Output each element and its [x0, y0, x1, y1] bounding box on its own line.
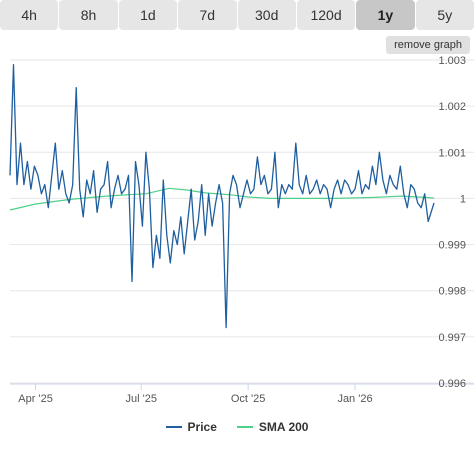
- x-axis-ticks: Apr '25 Jul '25 Oct '25 Jan '26: [18, 384, 373, 405]
- x-tick-label: Jan '26: [337, 393, 372, 405]
- y-tick-label: 1: [460, 193, 466, 205]
- x-tick-label: Apr '25: [18, 393, 53, 405]
- tab-8h[interactable]: 8h: [59, 0, 118, 30]
- y-tick-label: 1.003: [438, 55, 466, 67]
- tab-30d[interactable]: 30d: [237, 0, 296, 30]
- legend-swatch: [165, 426, 182, 428]
- chart-series: [9, 63, 435, 329]
- tab-4h[interactable]: 4h: [0, 0, 59, 30]
- series-line-price: [9, 63, 435, 329]
- legend-swatch: [236, 426, 253, 428]
- y-tick-label: 1.002: [438, 101, 466, 113]
- tab-120d[interactable]: 120d: [296, 0, 356, 30]
- y-tick-label: 1.001: [438, 147, 466, 159]
- legend-item-sma-200[interactable]: SMA 200: [236, 420, 309, 434]
- tab-1y[interactable]: 1y: [356, 0, 415, 30]
- tab-5y[interactable]: 5y: [415, 0, 474, 30]
- y-tick-label: 0.996: [438, 378, 466, 390]
- chart-legend: Price SMA 200: [0, 420, 474, 434]
- y-tick-label: 0.998: [438, 286, 466, 298]
- tab-7d[interactable]: 7d: [178, 0, 237, 30]
- chart-gridlines: [10, 59, 474, 385]
- x-tick-label: Oct '25: [231, 393, 266, 405]
- legend-label: Price: [187, 420, 217, 434]
- legend-label: SMA 200: [258, 420, 309, 434]
- y-tick-label: 0.999: [438, 240, 466, 252]
- tab-1d[interactable]: 1d: [118, 0, 178, 30]
- remove-graph-button[interactable]: remove graph: [386, 36, 470, 54]
- timeframe-tabs: 4h 8h 1d 7d 30d 120d 1y 5y: [0, 0, 474, 30]
- y-axis-ticks: 0.996 0.997 0.998 0.999 1 1.001 1.002 1.003: [438, 55, 466, 390]
- y-tick-label: 0.997: [438, 332, 466, 344]
- legend-item-price[interactable]: Price: [165, 420, 217, 434]
- x-tick-label: Jul '25: [126, 393, 157, 405]
